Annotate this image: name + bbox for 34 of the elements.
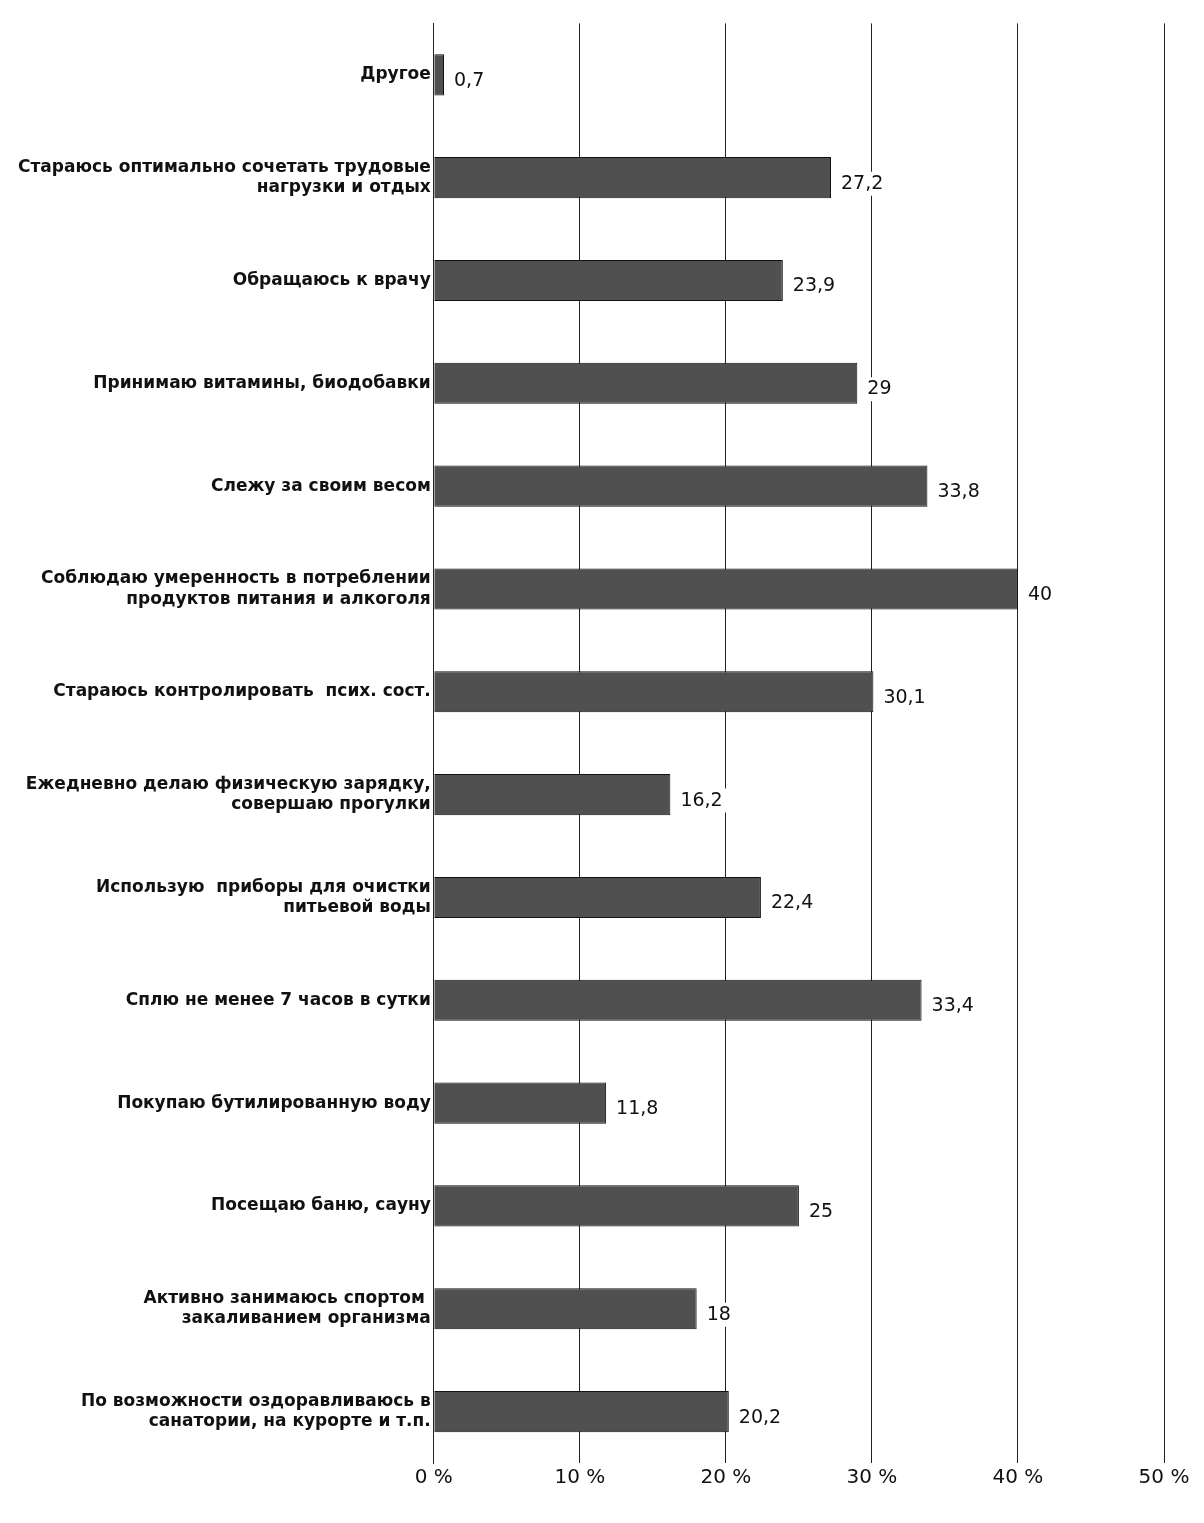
data-label: 40 [1027, 581, 1053, 604]
y-tick-label: Сплю не менее 7 часов в сутки [125, 988, 431, 1009]
x-tick-label: 0 % [414, 1464, 453, 1489]
data-label: 23,9 [792, 273, 836, 296]
y-tick-label: Обращаюсь к врачу [232, 268, 431, 289]
y-tick-label: Ежедневно делаю физическую зарядку, совершаю прогулки [25, 772, 431, 814]
y-tick-label: Принимаю витамины, биодобавки [93, 371, 431, 392]
data-label: 20,2 [738, 1404, 782, 1427]
data-label: 27,2 [841, 170, 884, 193]
data-label: 29 [867, 376, 892, 399]
x-tick-label: 40 % [992, 1464, 1044, 1489]
data-label: 25 [808, 1198, 834, 1221]
y-tick-label: По возможности оздоравливаюсь в санатории, на курорте и т.п. [80, 1389, 432, 1431]
data-label: 33,4 [931, 993, 974, 1016]
y-tick-label: Активно занимаюсь спортом закаливанием организма [143, 1286, 431, 1328]
y-tick-label: Соблюдаю умеренность в потреблении продуктов питания и алкоголя [41, 567, 431, 608]
x-tick-label: 50 % [1138, 1464, 1190, 1489]
data-label: 18 [706, 1301, 731, 1324]
y-tick-label: Слежу за своим весом [210, 474, 431, 495]
data-label: 0,7 [454, 67, 485, 90]
data-label: 30,1 [883, 684, 926, 707]
x-tick-label: 30 % [846, 1464, 898, 1489]
data-label: 33,8 [937, 479, 980, 502]
data-label: 11,8 [616, 1096, 659, 1119]
y-tick-label: Покупаю бутилированную воду [117, 1091, 431, 1112]
data-label: 22,4 [770, 890, 814, 913]
data-label: 16,2 [680, 787, 723, 810]
x-tick-label: 10 % [554, 1464, 606, 1489]
y-tick-label: Посещаю баню, сауну [211, 1194, 431, 1215]
y-tick-label: Другое [360, 63, 431, 84]
x-tick-label: 20 % [700, 1464, 752, 1489]
y-tick-label: Стараюсь оптимально сочетать трудовые нагрузки и отдых [17, 155, 431, 197]
y-tick-label: Использую приборы для очистки питьевой воды [96, 875, 431, 917]
y-tick-label: Стараюсь контролировать псих. сост. [53, 680, 431, 701]
